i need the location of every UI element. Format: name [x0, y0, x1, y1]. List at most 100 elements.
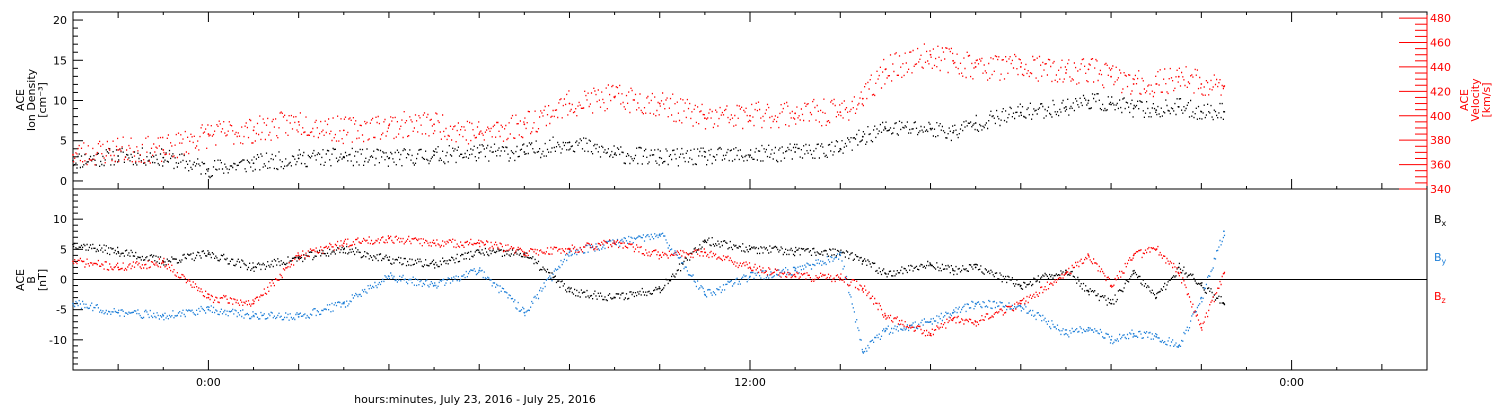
bz-series-point [1177, 272, 1180, 275]
velocity-series-point [342, 129, 345, 132]
velocity-series-point [974, 66, 977, 68]
by-series-point [342, 302, 345, 305]
density-series-point [749, 154, 751, 157]
velocity-series [73, 43, 1226, 166]
bz-series-point [72, 260, 74, 263]
bz-series-point [1087, 254, 1090, 257]
by-series-point [568, 251, 571, 254]
velocity-series-point [1177, 75, 1180, 78]
by-series [73, 232, 1226, 354]
by-series-point [478, 269, 481, 272]
by-series-point [117, 311, 120, 314]
density-series-point [658, 156, 661, 159]
velocity-tick-label: 460 [1430, 37, 1451, 50]
bx-series-point [478, 251, 481, 254]
density-series-point [162, 156, 165, 159]
bx-series-point [207, 253, 210, 256]
by-series-point [1155, 335, 1158, 338]
density-series-point [523, 151, 526, 153]
density-series-point [703, 155, 706, 158]
bz-series-point [388, 237, 390, 240]
bx-series-point [1155, 296, 1158, 299]
by-series-point [207, 308, 210, 311]
bx-series-point [1200, 284, 1203, 287]
by-series-point [1132, 332, 1135, 335]
bz-series-point [342, 242, 345, 245]
legend-subscript: z [1442, 296, 1446, 305]
bz-series-point [974, 320, 977, 323]
legend-bx-series: Bx [1434, 213, 1447, 228]
by-series-point [162, 314, 165, 317]
velocity-series-point [952, 59, 954, 62]
bz-series-point [861, 287, 864, 290]
bx-series-point [749, 248, 751, 251]
density-series-point [1087, 99, 1090, 102]
bz-series-point [1110, 284, 1112, 287]
velocity-axis-label: ACEVelocity[km/s] [1458, 78, 1493, 122]
density-tick-label: 15 [53, 54, 67, 67]
x-axis-label: hours:minutes, July 23, 2016 - July 25, … [354, 393, 596, 406]
bx-series-point [1177, 266, 1180, 269]
density-series-point [433, 154, 435, 157]
density-series-point [297, 157, 300, 160]
density-series-point [1223, 110, 1225, 113]
bx-series-point [658, 287, 661, 290]
velocity-series-point [433, 123, 435, 126]
by-series-point [252, 314, 255, 317]
velocity-series-point [703, 117, 706, 120]
velocity-tick-label: 340 [1430, 183, 1451, 196]
by-series-point [658, 233, 661, 236]
bx-series-point [252, 266, 255, 269]
bz-series-point [1019, 302, 1022, 305]
velocity-series-point [568, 102, 571, 105]
density-series-point [117, 155, 120, 157]
bx-series-point [1065, 269, 1067, 272]
velocity-tick-label: 400 [1430, 110, 1451, 123]
bz-series-point [929, 332, 932, 335]
by-series-point [1019, 305, 1022, 308]
bx-series-point [1087, 290, 1090, 293]
density-series-point [794, 151, 797, 153]
density-label-text-line: Ion Density [25, 68, 38, 131]
density-series-point [478, 151, 481, 154]
b-tick-label: 5 [60, 243, 67, 256]
velocity-tick-label: 360 [1430, 159, 1451, 172]
by-series-point [1087, 326, 1090, 329]
density-series-point [1200, 110, 1203, 113]
by-series-point [1200, 296, 1203, 299]
density-series-point [252, 162, 255, 165]
by-series-point [1065, 332, 1067, 335]
density-series-point [1065, 106, 1067, 108]
b-legend: Bx By Bz [1434, 213, 1447, 305]
density-series-point [1019, 111, 1022, 114]
density-series-point [1155, 109, 1158, 112]
b-label-text-line: [nT] [36, 269, 49, 291]
density-series-point [974, 122, 977, 124]
bx-series-point [568, 290, 571, 293]
bz-series-point [749, 266, 751, 269]
bz-series-point [952, 317, 954, 320]
density-series-point [884, 127, 887, 130]
velocity-series-point [794, 112, 797, 115]
bz-series-point [252, 302, 255, 305]
bx-series-point [433, 263, 435, 266]
bz-series-point [433, 242, 435, 245]
density-series-point [929, 127, 932, 130]
bz-series-point [207, 296, 210, 299]
bx-series [73, 237, 1226, 306]
velocity-series-point [1087, 68, 1090, 71]
bz-series-point [1223, 272, 1225, 275]
bx-series-point [1223, 302, 1225, 305]
by-series-point [974, 302, 977, 305]
bz-series-point [658, 254, 661, 257]
bx-series-point [117, 250, 120, 253]
density-series-point [388, 157, 390, 160]
by-series-point [749, 275, 751, 278]
density-series-point [861, 135, 864, 138]
by-series-point [839, 254, 842, 257]
legend-bz-series: Bz [1434, 290, 1446, 305]
by-series-point [703, 293, 706, 296]
b-axis-ticks: -10 -5 0 5 10 [49, 194, 83, 365]
bx-series-point [388, 259, 390, 262]
